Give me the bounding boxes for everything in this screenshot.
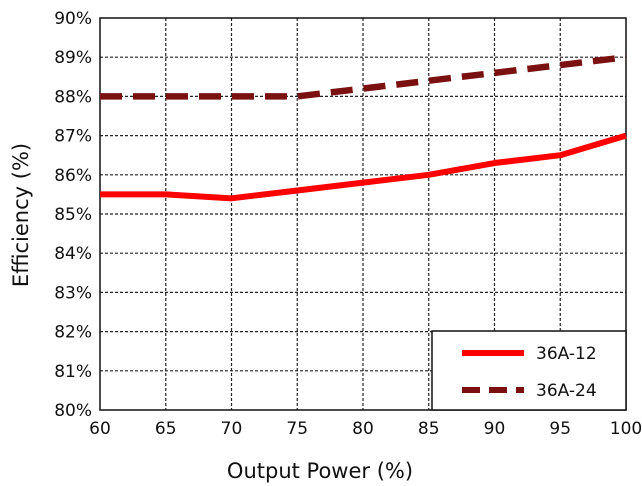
- series-layer: [100, 53, 627, 202]
- plot-border: [99, 17, 627, 411]
- y-tick-label: 88%: [54, 87, 92, 107]
- legend: 36A-12 36A-24: [431, 330, 627, 411]
- y-tick-label: 87%: [54, 127, 92, 147]
- x-tick-labels: 60 65 70 75 80 85 90 95 100: [89, 419, 642, 439]
- x-tick-label: 85: [418, 419, 440, 439]
- x-tick-label: 70: [221, 419, 243, 439]
- y-tick-label: 81%: [54, 362, 92, 382]
- y-axis-title: Efficiency (%): [9, 143, 33, 287]
- series-line-36A-12: [100, 132, 627, 202]
- x-tick-label: 95: [549, 419, 571, 439]
- y-tick-label: 83%: [54, 283, 92, 303]
- x-tick-label: 65: [155, 419, 177, 439]
- series-line-36A-24: [100, 53, 627, 100]
- x-axis-title: Output Power (%): [227, 459, 413, 483]
- x-tick-label: 90: [484, 419, 506, 439]
- y-tick-label: 82%: [54, 323, 92, 343]
- x-tick-label: 100: [610, 419, 642, 439]
- y-tick-label: 86%: [54, 166, 92, 186]
- legend-label: 36A-12: [536, 344, 597, 364]
- y-tick-label: 80%: [54, 401, 92, 421]
- y-tick-label: 90%: [54, 9, 92, 29]
- x-tick-label: 60: [89, 419, 111, 439]
- y-tick-label: 89%: [54, 48, 92, 68]
- legend-label: 36A-24: [536, 381, 597, 401]
- y-tick-label: 84%: [54, 244, 92, 264]
- y-tick-label: 85%: [54, 205, 92, 225]
- y-tick-labels: 80% 81% 82% 83% 84% 85% 86% 87% 88% 89% 90%: [54, 9, 92, 421]
- plot-frame: [99, 17, 627, 411]
- x-tick-label: 75: [286, 419, 308, 439]
- x-tick-label: 80: [352, 419, 374, 439]
- legend-box: [431, 330, 627, 411]
